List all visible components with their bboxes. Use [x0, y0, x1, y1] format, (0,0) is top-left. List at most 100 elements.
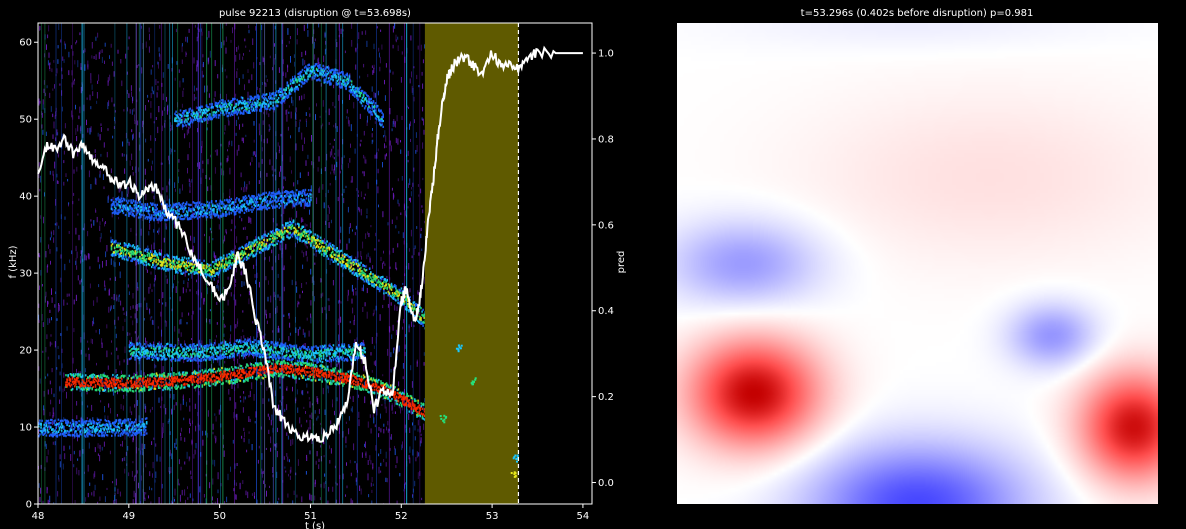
- spectral-mode-cell: [212, 260, 214, 264]
- spectrogram-noise-cell: [346, 462, 347, 466]
- spectrogram-noise-cell: [190, 273, 192, 279]
- spectrogram-noise-cell: [309, 426, 311, 430]
- spectral-mode-cell: [119, 255, 121, 258]
- spectrogram-noise-cell: [366, 40, 368, 47]
- spectrogram-noise-cell: [196, 87, 198, 91]
- spectrogram-noise-cell: [378, 426, 380, 431]
- spectrogram-noise-cell: [283, 314, 285, 317]
- spectrogram-noise-cell: [57, 154, 59, 158]
- spectrogram-noise-cell: [89, 94, 91, 101]
- spectral-mode-cell: [197, 381, 199, 385]
- spectrogram-noise-cell: [150, 148, 152, 153]
- spectrogram-noise-cell: [242, 137, 244, 144]
- spectrogram-noise-cell: [307, 23, 309, 29]
- spectrogram-noise-cell: [73, 80, 75, 85]
- spectrogram-noise-cell: [371, 139, 373, 145]
- spectral-mode-cell: [197, 374, 199, 377]
- spectrogram-noise-cell: [141, 67, 143, 74]
- spectral-mode-cell: [203, 370, 206, 373]
- spectrogram-noise-cell: [355, 64, 357, 70]
- spectral-mode-cell: [196, 260, 199, 263]
- spectrogram-noise-cell: [120, 370, 122, 375]
- spectrogram-noise-cell: [363, 154, 365, 159]
- spectrogram-noise-cell: [99, 264, 101, 269]
- spectrogram-noise-cell: [145, 405, 147, 413]
- spectral-mode-cell: [263, 368, 266, 371]
- spectral-mode-cell: [365, 388, 367, 391]
- spectral-mode-cell: [139, 374, 141, 378]
- spectrogram-noise-cell: [157, 85, 159, 91]
- spectrogram-noise-cell: [189, 190, 191, 193]
- spectrogram-noise-cell: [178, 169, 180, 172]
- spectrogram-noise-cell: [118, 188, 120, 193]
- spectrogram-noise-cell: [372, 70, 374, 75]
- spectral-mode-cell: [411, 402, 414, 405]
- spectral-mode-cell: [210, 372, 212, 375]
- spectral-mode-cell: [139, 382, 141, 385]
- spectrogram-noise-cell: [265, 484, 266, 488]
- spectral-mode-cell: [228, 259, 230, 262]
- spectrogram-noise-cell: [206, 127, 208, 131]
- spectral-mode-cell: [230, 255, 233, 258]
- spectrogram-noise-cell: [320, 83, 322, 87]
- spectral-mode-cell: [201, 384, 204, 387]
- spectrogram-noise-cell: [100, 153, 102, 157]
- spectral-mode-cell: [87, 376, 89, 379]
- spectrogram-noise-cell: [165, 226, 167, 230]
- spectral-mode-cell: [216, 267, 218, 271]
- spectrogram-noise-cell: [195, 354, 197, 357]
- spectrogram-noise-cell: [324, 167, 326, 172]
- spectrogram-noise-cell: [396, 456, 398, 464]
- spectrogram-noise-cell: [165, 302, 167, 307]
- spectrogram-noise-cell: [401, 115, 403, 120]
- spectrogram-noise-cell: [104, 384, 106, 392]
- spectral-mode-cell: [163, 374, 165, 377]
- spectrogram-noise-cell: [295, 242, 296, 248]
- spectral-mode-cell: [188, 385, 190, 388]
- spectrogram-noise-cell: [53, 412, 55, 417]
- spectral-mode-cell: [72, 380, 75, 383]
- spectral-mode-cell: [422, 403, 425, 406]
- spectrogram-noise-cell: [229, 167, 231, 175]
- spectral-mode-cell: [306, 365, 308, 369]
- spectral-mode-cell: [293, 368, 295, 371]
- spectrogram-noise-cell: [157, 326, 159, 329]
- spectral-mode-cell: [152, 380, 154, 383]
- spectral-mode-cell: [278, 367, 281, 370]
- spectrogram-noise-cell: [42, 99, 44, 105]
- spectrogram-noise-cell: [95, 36, 97, 41]
- spectrogram-noise-cell: [183, 87, 185, 91]
- spectral-mode-cell: [409, 404, 412, 407]
- spectral-mode-cell: [118, 244, 120, 247]
- spectral-mode-cell: [134, 250, 137, 253]
- spectrogram-noise-cell: [311, 276, 313, 284]
- spectrogram-noise-cell: [157, 230, 158, 233]
- spectrogram-noise-cell: [63, 372, 65, 378]
- spectrogram-noise-cell: [286, 115, 288, 122]
- spectrogram-noise-cell: [389, 69, 391, 73]
- spectrogram-noise-cell: [306, 256, 308, 262]
- spectral-mode-cell: [185, 371, 187, 374]
- spectrogram-noise-cell: [59, 83, 61, 86]
- spectrogram-noise-cell: [277, 294, 279, 298]
- spectrogram-noise-cell: [351, 284, 353, 292]
- spectrogram-noise-cell: [98, 284, 100, 288]
- spectrogram-noise-cell: [180, 466, 182, 471]
- spectral-mode-cell: [412, 409, 415, 412]
- spectrogram-noise-cell: [180, 318, 182, 325]
- spectral-mode-cell: [179, 268, 181, 271]
- spectral-mode-cell: [121, 388, 124, 391]
- spectrogram-noise-cell: [328, 207, 330, 214]
- spectral-mode-cell: [129, 244, 131, 247]
- spectral-mode-cell: [123, 258, 126, 261]
- spectral-mode-cell: [406, 396, 408, 400]
- spectral-mode-cell: [336, 381, 339, 384]
- spectral-mode-cell: [372, 383, 375, 386]
- spectrogram-noise-cell: [79, 450, 81, 457]
- spectrogram-noise-cell: [212, 496, 213, 501]
- spectrogram-noise-cell: [392, 44, 394, 49]
- spectral-mode-cell: [274, 364, 277, 367]
- spectrogram-noise-cell: [382, 397, 384, 400]
- spectrogram-noise-cell: [263, 480, 264, 484]
- spectral-mode-cell: [157, 267, 160, 270]
